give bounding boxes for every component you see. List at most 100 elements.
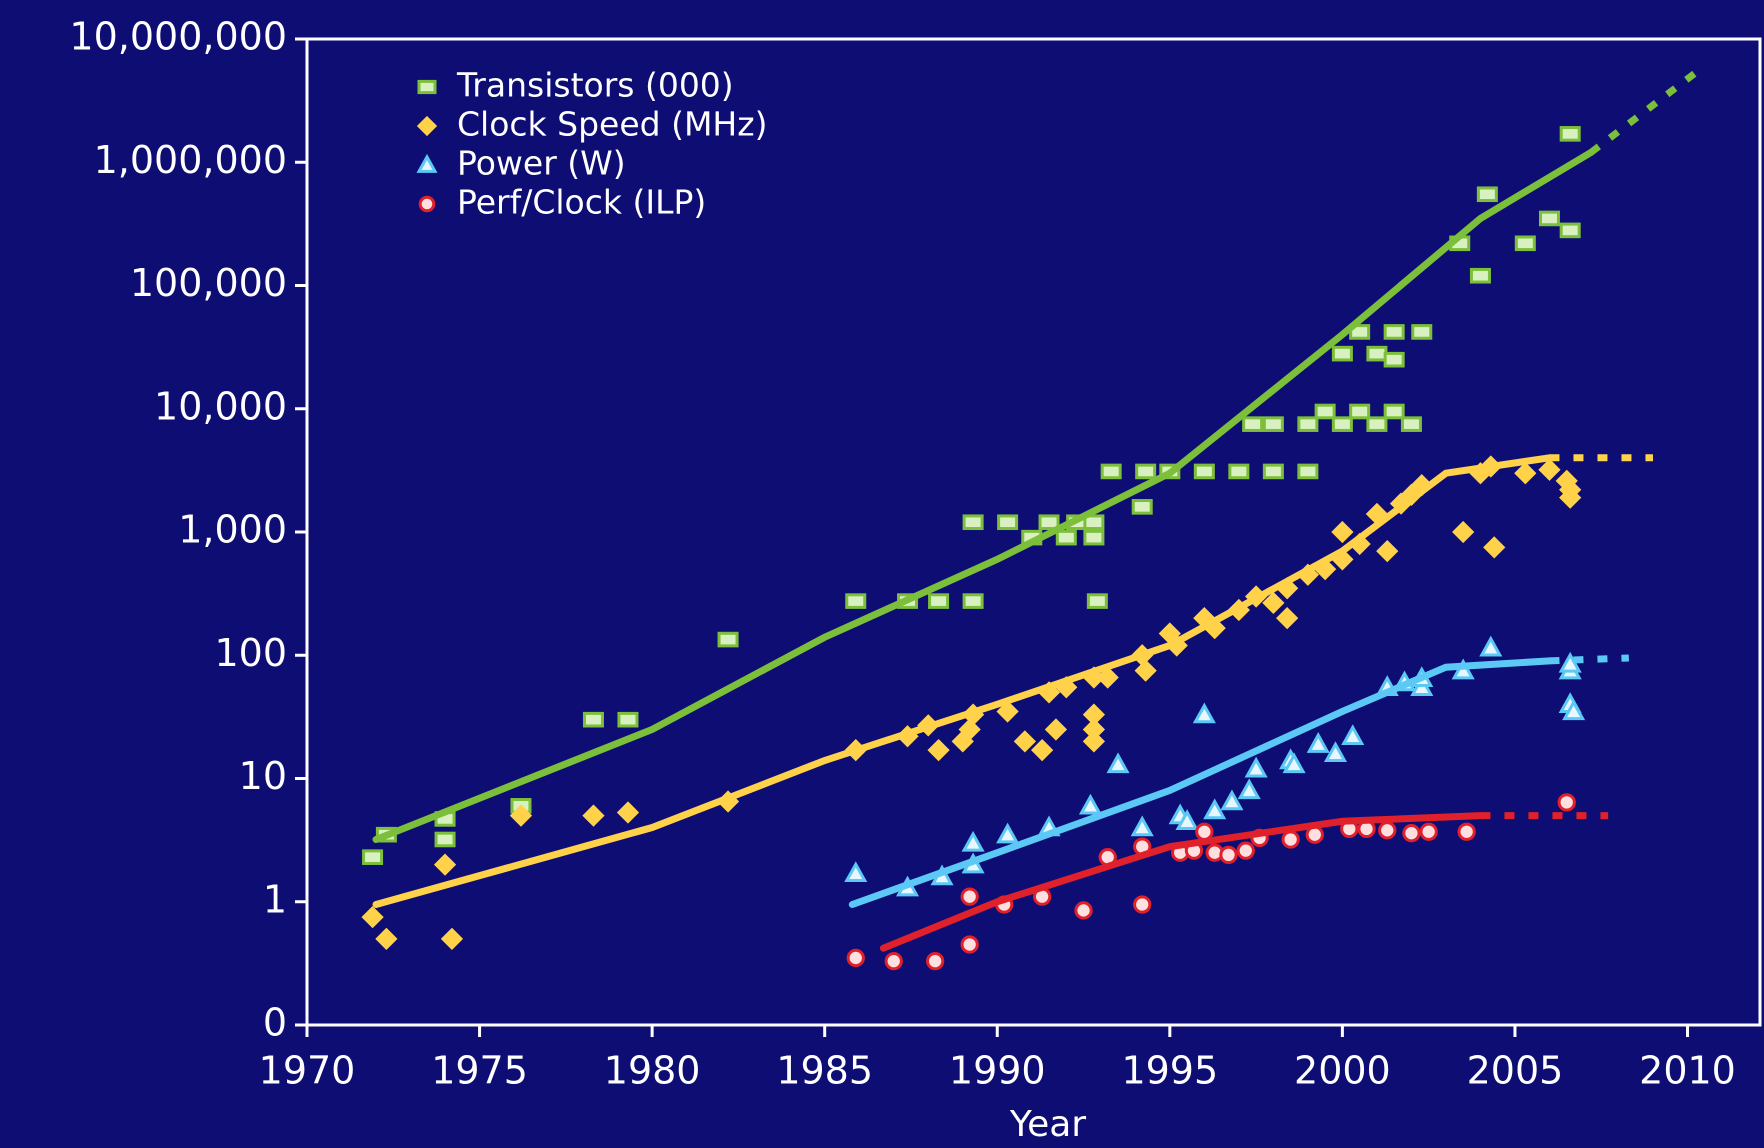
data-point — [1078, 793, 1102, 815]
data-point — [1237, 778, 1261, 800]
data-point — [1479, 635, 1503, 657]
data-point — [1134, 659, 1157, 682]
data-point — [1452, 520, 1475, 544]
y-tick-label: 10,000,000 — [69, 15, 287, 59]
data-point — [996, 700, 1019, 723]
data-point — [362, 849, 384, 865]
legend-label: Clock Speed (MHz) — [457, 105, 767, 144]
data-point — [582, 711, 604, 728]
data-point — [1378, 821, 1397, 840]
data-point — [844, 861, 868, 883]
data-point — [1219, 845, 1238, 865]
data-point — [1559, 126, 1581, 142]
data-point — [1195, 822, 1214, 841]
x-tick-label: 2010 — [1639, 1049, 1736, 1093]
x-tick-label: 1985 — [776, 1049, 873, 1093]
data-point — [440, 927, 464, 950]
x-tick-label: 1995 — [1121, 1049, 1218, 1093]
data-point — [1131, 499, 1153, 515]
data-point — [1366, 345, 1388, 362]
data-point — [1383, 324, 1405, 340]
data-point — [1514, 235, 1536, 252]
data-point — [960, 935, 979, 954]
data-point — [1192, 702, 1216, 724]
x-tick-label: 1975 — [431, 1049, 528, 1093]
data-point — [845, 593, 867, 609]
data-point — [1483, 536, 1506, 559]
data-point — [1244, 756, 1268, 778]
data-point — [1083, 514, 1105, 531]
data-point — [1469, 267, 1491, 284]
legend-marker — [418, 195, 436, 213]
data-point — [1419, 822, 1438, 841]
data-point — [1402, 824, 1421, 843]
data-point — [960, 887, 979, 906]
x-tick-label: 1990 — [949, 1049, 1046, 1093]
y-tick-label: 10,000 — [154, 384, 287, 428]
data-point — [961, 830, 985, 852]
legend-marker — [416, 115, 438, 137]
data-point — [1559, 478, 1582, 501]
data-point — [617, 711, 639, 728]
legend-label: Perf/Clock (ILP) — [457, 183, 706, 222]
data-point — [375, 927, 398, 950]
data-point — [1133, 895, 1152, 914]
data-point — [1096, 666, 1119, 689]
y-tick-label: 1,000,000 — [94, 138, 287, 182]
y-tick-label: 100,000 — [130, 261, 287, 305]
data-point — [616, 801, 640, 824]
legend-marker — [416, 153, 438, 173]
data-point — [1031, 738, 1054, 762]
data-point — [1100, 463, 1122, 480]
data-point — [1074, 901, 1093, 920]
data-point — [1262, 591, 1285, 615]
data-point — [1281, 830, 1300, 849]
data-point — [1383, 351, 1405, 368]
data-point — [997, 514, 1019, 531]
data-point — [1331, 520, 1354, 544]
x-tick-label: 2000 — [1294, 1049, 1391, 1093]
data-point — [1514, 462, 1537, 485]
data-point — [1538, 458, 1561, 481]
data-point — [361, 906, 384, 929]
data-point — [1331, 345, 1353, 362]
data-point — [1262, 416, 1284, 432]
data-point — [1306, 732, 1330, 753]
data-point — [1366, 416, 1388, 432]
data-point — [1086, 593, 1108, 609]
data-point — [1242, 416, 1264, 432]
data-point — [1175, 809, 1199, 830]
data-point — [433, 853, 457, 876]
legend-marker — [417, 79, 437, 95]
y-tick-label: 1 — [263, 877, 287, 921]
y-tick-label: 100 — [214, 631, 287, 675]
data-point — [1106, 752, 1130, 774]
y-tick-label: 0 — [263, 1001, 287, 1045]
data-point — [1383, 403, 1405, 420]
data-point — [846, 948, 865, 968]
data-point — [927, 738, 950, 762]
data-point — [1262, 463, 1284, 480]
x-tick-label: 1970 — [259, 1049, 356, 1093]
data-point — [1559, 222, 1581, 239]
data-point — [1236, 841, 1255, 860]
trend-line — [848, 657, 1553, 908]
data-point — [1562, 699, 1586, 721]
x-axis-label: Year — [1009, 1104, 1086, 1145]
data-point — [884, 951, 903, 971]
data-point — [1457, 822, 1476, 841]
data-point — [1349, 403, 1371, 420]
data-point — [1341, 724, 1365, 745]
data-point — [1228, 463, 1250, 480]
trend-line — [879, 812, 1484, 952]
data-point — [1135, 463, 1157, 480]
data-point — [1297, 463, 1319, 480]
data-point — [1538, 210, 1560, 227]
data-point — [1476, 186, 1498, 203]
data-point — [1411, 324, 1433, 340]
data-point — [1376, 539, 1399, 563]
data-point — [1297, 416, 1319, 432]
data-point — [1130, 815, 1154, 837]
data-point — [1083, 529, 1105, 546]
